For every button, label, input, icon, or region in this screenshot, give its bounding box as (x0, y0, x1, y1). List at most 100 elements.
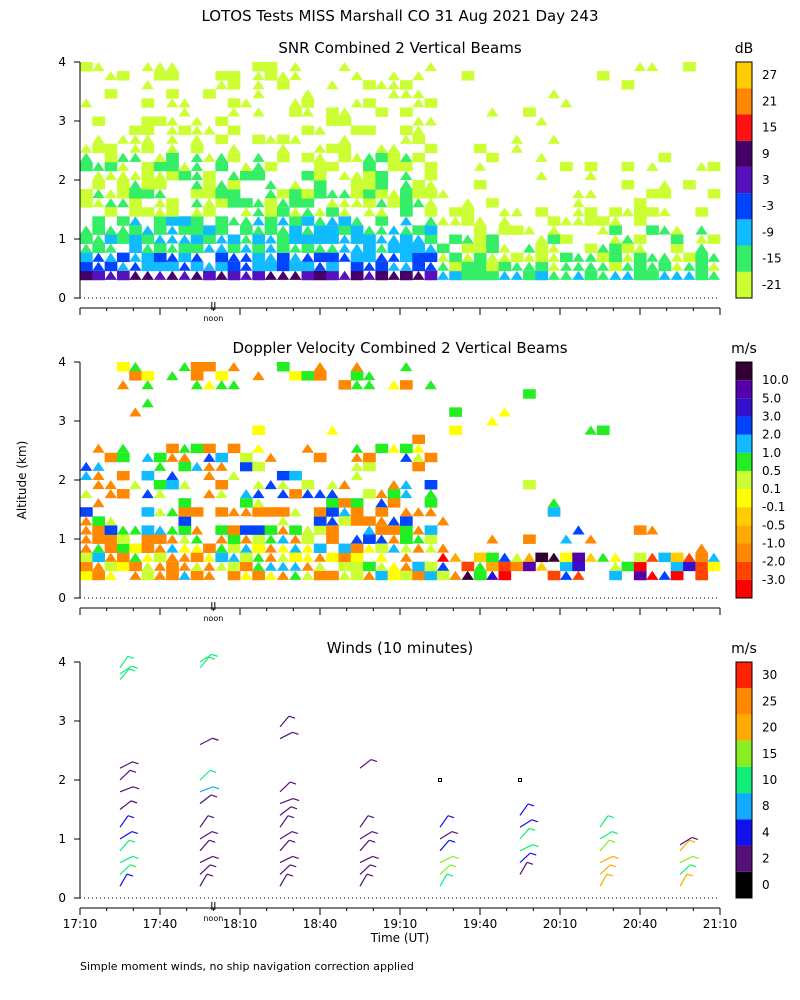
field-cell (190, 125, 204, 135)
field-cell (215, 243, 228, 253)
field-cell (104, 89, 118, 99)
field-cell (646, 189, 659, 199)
field-cell (486, 570, 499, 580)
field-cell (203, 225, 216, 235)
colorbar-label: 0 (762, 878, 770, 892)
field-cell (436, 243, 450, 254)
field-cell (301, 152, 315, 163)
wind-barb-flag (132, 786, 140, 790)
x-tick-label: 20:40 (623, 917, 658, 931)
doppler-field (80, 362, 721, 581)
field-cell (92, 189, 105, 199)
field-cell (264, 216, 278, 226)
field-cell (313, 371, 327, 381)
field-cell (289, 207, 302, 217)
field-cell (92, 516, 106, 526)
field-cell (104, 534, 118, 544)
field-cell (252, 107, 265, 117)
field-cell (141, 380, 154, 390)
field-cell (276, 216, 290, 226)
field-cell (412, 434, 426, 445)
field-cell (153, 525, 167, 535)
field-cell (116, 198, 130, 208)
field-cell (400, 216, 413, 226)
colorbar-frame (735, 61, 753, 299)
field-cell (203, 270, 216, 281)
field-cell (166, 207, 179, 217)
field-cell (289, 543, 302, 553)
field-cell (166, 152, 179, 163)
field-cell (313, 525, 327, 535)
field-cell (424, 243, 437, 253)
field-cell (363, 516, 376, 526)
field-cell (190, 207, 204, 217)
colorbar-label: -0.5 (762, 518, 785, 532)
field-cell (227, 234, 241, 244)
field-cell (375, 170, 389, 181)
field-cell (252, 207, 265, 217)
field-cell (141, 507, 155, 517)
wind-barb (439, 864, 451, 875)
field-cell (486, 152, 499, 163)
wind-barb (279, 855, 293, 864)
field-cell (633, 234, 647, 244)
field-cell (264, 134, 277, 144)
wind-barb (359, 864, 371, 875)
field-cell (252, 561, 265, 571)
wind-barb-flag (288, 715, 296, 719)
field-cell (596, 425, 610, 436)
field-cell (313, 143, 327, 153)
wind-barb-flag (527, 803, 535, 807)
wind-barb-flag (291, 831, 299, 835)
field-cell (227, 98, 241, 108)
field-cell (141, 207, 155, 217)
field-cell (116, 362, 130, 372)
field-cell (264, 243, 277, 253)
field-cell (153, 561, 167, 571)
field-cell (289, 261, 302, 272)
wind-barb-flag (208, 656, 216, 660)
field-cell (301, 225, 314, 235)
field-cell (326, 198, 339, 208)
wind-barb-flag (610, 864, 617, 868)
field-cell (289, 107, 302, 117)
field-cell (276, 207, 290, 217)
field-cell (350, 216, 364, 226)
field-cell (523, 261, 536, 271)
field-cell (166, 252, 179, 262)
field-cell (646, 270, 659, 281)
colorbar-label: 21 (762, 94, 777, 108)
field-cell (92, 116, 106, 126)
wind-barb (119, 668, 130, 681)
colorbar-swatch (736, 507, 752, 526)
field-cell (289, 507, 302, 517)
field-cell (363, 125, 376, 136)
field-cell (166, 216, 179, 226)
field-cell (80, 552, 93, 563)
field-cell (190, 561, 204, 571)
field-cell (461, 252, 474, 262)
field-cell (80, 261, 93, 272)
field-cell (338, 107, 351, 117)
field-cell (92, 480, 105, 490)
field-cell (227, 189, 241, 199)
field-cell (375, 252, 388, 262)
field-cell (215, 225, 229, 235)
field-cell (412, 452, 425, 462)
field-cell (350, 371, 364, 381)
field-cell (609, 561, 622, 571)
field-cell (166, 134, 179, 144)
colorbar-label: -21 (762, 278, 782, 292)
field-cell (313, 543, 327, 554)
field-cell (621, 80, 635, 90)
field-cell (523, 107, 536, 117)
wind-barb (359, 839, 370, 852)
field-cell (104, 552, 117, 562)
field-cell (486, 534, 499, 544)
field-cell (473, 216, 487, 226)
field-cell (646, 207, 659, 217)
field-cell (129, 552, 142, 562)
y-tick-label: 2 (58, 773, 66, 787)
field-cell (363, 570, 376, 580)
